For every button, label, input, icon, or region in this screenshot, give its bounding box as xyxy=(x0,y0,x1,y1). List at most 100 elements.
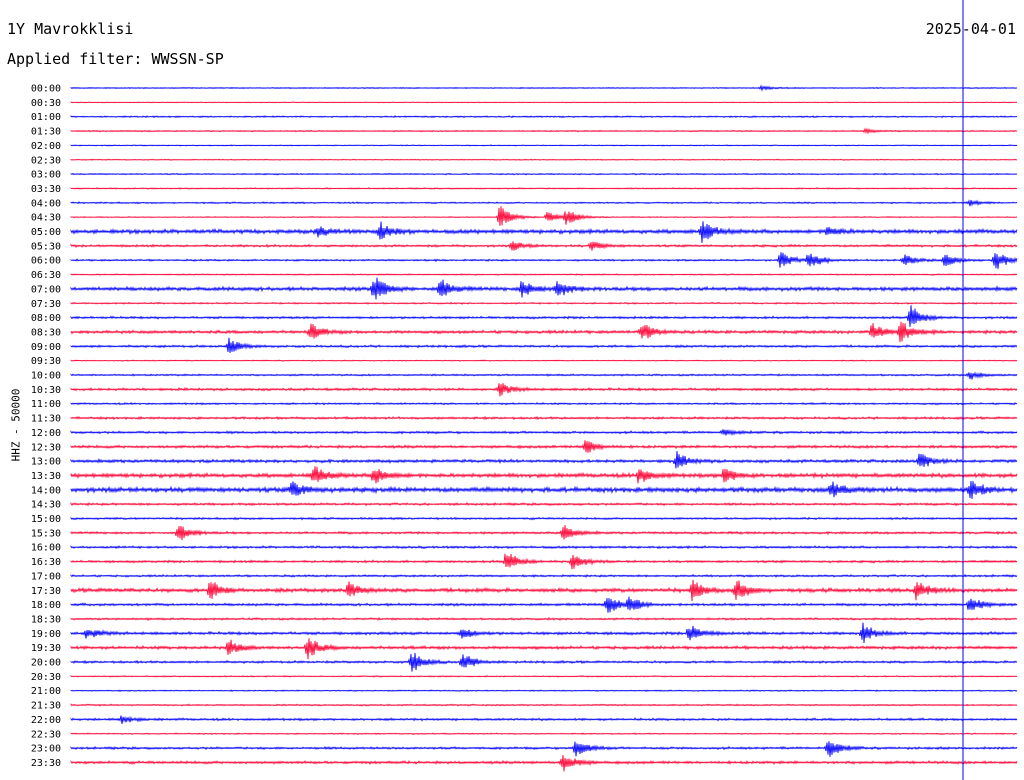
trace-row xyxy=(70,674,1018,678)
row-label: 00:00 xyxy=(31,84,61,95)
trace-row xyxy=(70,371,1018,380)
row-label: 23:30 xyxy=(31,758,61,769)
trace-row xyxy=(70,451,1018,469)
row-label: 03:30 xyxy=(31,184,61,195)
trace-row xyxy=(70,383,1018,397)
trace-row xyxy=(70,732,1018,736)
row-label: 01:30 xyxy=(31,127,61,138)
row-label: 09:30 xyxy=(31,356,61,367)
row-label: 12:00 xyxy=(31,428,61,439)
date-label: 2025-04-01 xyxy=(925,20,1016,38)
trace-row xyxy=(70,199,1018,207)
row-label: 16:00 xyxy=(31,543,61,554)
row-label: 03:00 xyxy=(31,170,61,181)
row-label: 22:00 xyxy=(31,715,61,726)
trace-row xyxy=(70,579,1018,602)
trace-row xyxy=(70,401,1018,406)
row-label: 14:30 xyxy=(31,500,61,511)
row-label: 11:00 xyxy=(31,399,61,410)
trace-row xyxy=(70,301,1018,305)
row-label: 13:30 xyxy=(31,471,61,482)
row-label: 18:00 xyxy=(31,600,61,611)
row-label: 20:30 xyxy=(31,672,61,683)
row-label: 04:30 xyxy=(31,213,61,224)
row-label: 12:30 xyxy=(31,442,61,453)
trace-row xyxy=(70,466,1018,484)
trace-row xyxy=(70,321,1018,343)
row-label: 10:00 xyxy=(31,371,61,382)
trace-row xyxy=(70,525,1018,541)
trace-row xyxy=(70,206,1018,226)
trace-row xyxy=(70,616,1018,622)
trace-row xyxy=(70,241,1018,251)
row-label: 05:30 xyxy=(31,241,61,252)
row-label: 19:00 xyxy=(31,629,61,640)
row-label: 02:00 xyxy=(31,141,61,152)
trace-row xyxy=(70,127,1018,135)
row-label: 17:00 xyxy=(31,571,61,582)
trace-row xyxy=(70,115,1018,119)
row-label: 11:30 xyxy=(31,414,61,425)
trace-row xyxy=(70,622,1018,644)
row-label: 22:30 xyxy=(31,729,61,740)
trace-row xyxy=(70,501,1018,507)
row-label: 02:30 xyxy=(31,155,61,166)
row-label: 15:00 xyxy=(31,514,61,525)
row-label: 07:00 xyxy=(31,284,61,295)
trace-row xyxy=(70,84,1018,92)
trace-row xyxy=(70,715,1018,724)
trace-row xyxy=(70,652,1018,672)
trace-row xyxy=(70,596,1018,613)
trace-row xyxy=(70,480,1018,499)
trace-row xyxy=(70,703,1018,707)
trace-row xyxy=(70,638,1018,660)
row-label: 09:00 xyxy=(31,342,61,353)
row-label: 08:00 xyxy=(31,313,61,324)
row-label: 01:00 xyxy=(31,112,61,123)
trace-row xyxy=(70,273,1018,276)
row-label: 10:30 xyxy=(31,385,61,396)
trace-row xyxy=(70,158,1018,161)
row-label: 21:00 xyxy=(31,686,61,697)
row-label: 06:00 xyxy=(31,256,61,267)
row-label: 15:30 xyxy=(31,528,61,539)
trace-row xyxy=(70,172,1018,176)
station-title: 1Y Mavrokklisi xyxy=(7,20,134,38)
row-label: 08:30 xyxy=(31,327,61,338)
row-label: 17:30 xyxy=(31,586,61,597)
row-label: 20:00 xyxy=(31,658,61,669)
row-label: 13:00 xyxy=(31,457,61,468)
trace-row xyxy=(70,755,1018,772)
row-label: 14:00 xyxy=(31,485,61,496)
trace-row xyxy=(70,359,1018,362)
trace-row xyxy=(70,305,1018,327)
row-label: 07:30 xyxy=(31,299,61,310)
trace-row xyxy=(70,545,1018,550)
row-label: 00:30 xyxy=(31,98,61,109)
trace-row xyxy=(70,144,1018,147)
trace-row xyxy=(70,252,1018,269)
row-label: 05:00 xyxy=(31,227,61,238)
row-label: 23:00 xyxy=(31,744,61,755)
row-label: 21:30 xyxy=(31,701,61,712)
filter-label: Applied filter: WWSSN-SP xyxy=(7,50,224,68)
trace-row xyxy=(70,101,1018,104)
row-label: 19:30 xyxy=(31,643,61,654)
trace-row xyxy=(70,573,1018,579)
trace-row xyxy=(70,429,1018,437)
trace-row xyxy=(70,689,1018,693)
trace-row xyxy=(70,277,1018,300)
trace-row xyxy=(70,741,1018,757)
trace-row xyxy=(70,221,1018,243)
trace-row xyxy=(70,187,1018,190)
trace-row xyxy=(70,337,1018,353)
row-label: 18:30 xyxy=(31,614,61,625)
trace-row xyxy=(70,516,1018,521)
row-label: 16:30 xyxy=(31,557,61,568)
trace-row xyxy=(70,415,1018,421)
row-label: 04:00 xyxy=(31,198,61,209)
trace-row xyxy=(70,440,1018,453)
row-label: 06:30 xyxy=(31,270,61,281)
trace-row xyxy=(70,553,1018,570)
